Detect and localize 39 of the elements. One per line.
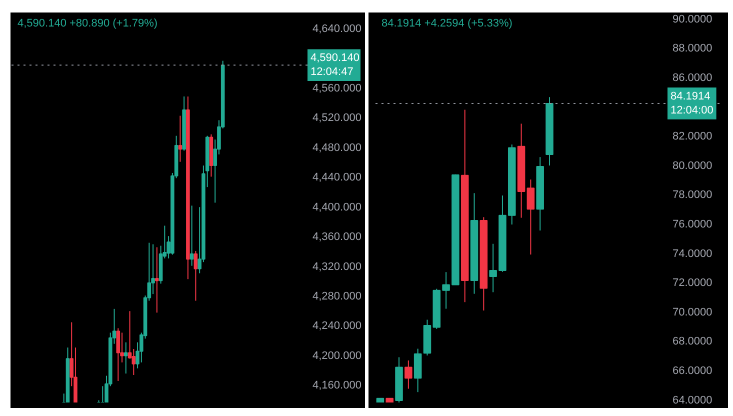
y-tick-label: 4,440.000: [312, 172, 362, 184]
y-tick-label: 82.0000: [672, 130, 712, 143]
y-tick-label: 68.0000: [672, 336, 712, 348]
ref-line-label: 84.1914 12:04:00: [670, 90, 714, 116]
candlestick: [155, 246, 159, 314]
y-tick-label: 4,200.000: [312, 350, 362, 362]
y-tick-label: 4,520.000: [312, 112, 362, 124]
y-tick-label: 4,240.000: [312, 320, 362, 332]
ref-line-label: 4,590.140 12:04:47: [310, 52, 360, 78]
candlestick: [489, 243, 497, 293]
y-tick-label: 86.0000: [672, 72, 712, 84]
y-tick-label: 4,360.000: [312, 231, 362, 244]
y-tick-label: 4,160.000: [312, 380, 362, 392]
y-tick-label: 4,400.000: [312, 201, 362, 214]
candlestick: [194, 250, 198, 302]
y-tick-label: 74.0000: [672, 248, 712, 260]
candlestick: [116, 328, 120, 382]
y-tick-label: 64.0000: [672, 394, 712, 406]
y-tick-label: 4,560.000: [312, 82, 362, 95]
y-tick-label: 78.0000: [672, 189, 712, 202]
y-tick-label: 4,480.000: [312, 142, 362, 154]
y-tick-label: 76.0000: [672, 218, 712, 230]
y-tick-label: 88.0000: [672, 42, 712, 55]
chart-title: 4,590.140 +80.890 (+1.79%): [18, 18, 158, 30]
y-tick-label: 4,320.000: [312, 260, 362, 273]
candlestick: [132, 348, 136, 376]
candlestick: [526, 179, 535, 256]
y-tick-label: 4,280.000: [312, 290, 362, 303]
y-tick-label: 70.0000: [672, 306, 712, 318]
y-tick-label: 80.0000: [672, 160, 712, 172]
candlestick: [190, 205, 194, 266]
candlestick: [404, 360, 412, 390]
candlestick: [178, 115, 182, 162]
y-tick-label: 4,640.000: [312, 23, 362, 36]
y-tick-label: 66.0000: [672, 364, 712, 377]
chart-title: 84.1914 +4.2594 (+5.33%): [382, 18, 512, 30]
candlestick: [124, 342, 128, 374]
y-tick-label: 90.0000: [672, 13, 712, 26]
y-tick-label: 72.0000: [672, 277, 712, 290]
